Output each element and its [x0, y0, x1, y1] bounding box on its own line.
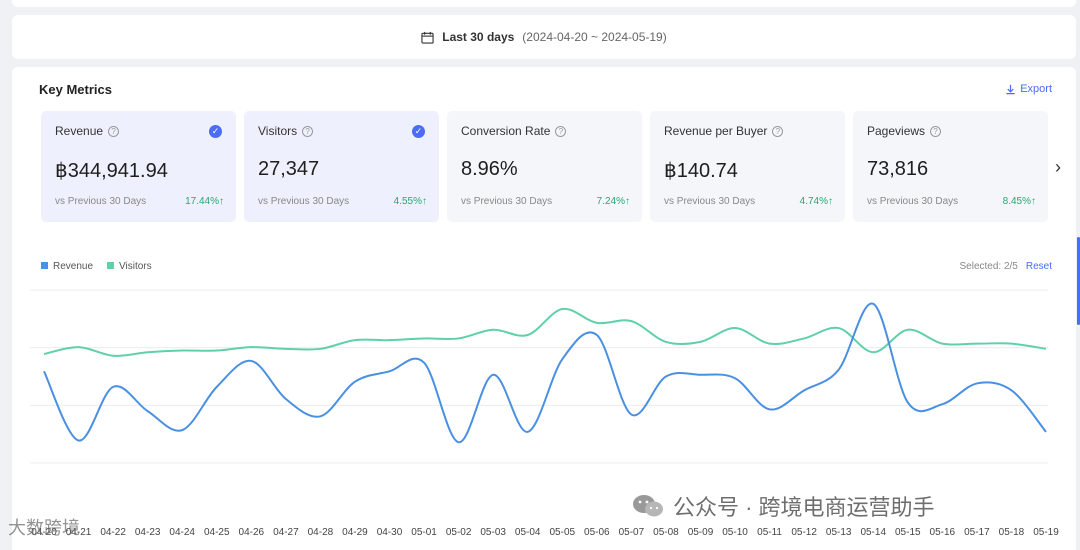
metric-name: Conversion Rate: [461, 124, 551, 138]
checked-icon[interactable]: ✓: [209, 125, 222, 138]
reset-button[interactable]: Reset: [1025, 261, 1052, 272]
metric-compare-label: vs Previous 30 Days: [55, 196, 147, 207]
legend-item-visitors[interactable]: Visitors: [107, 261, 152, 272]
metric-change: 4.55%↑: [393, 196, 427, 207]
metric-name: Revenue: [55, 124, 104, 138]
help-icon[interactable]: ?: [930, 125, 942, 137]
export-button[interactable]: Export: [1005, 83, 1052, 95]
chart-legend: Revenue Visitors: [41, 261, 152, 272]
selected-count: 2/5: [1003, 261, 1018, 272]
metric-name: Pageviews: [867, 124, 926, 138]
key-metrics-panel: Key Metrics Export Revenue? ✓ ฿344,941.9…: [12, 67, 1076, 550]
metric-change: 4.74%↑: [799, 196, 833, 207]
help-icon[interactable]: ?: [302, 125, 314, 137]
metric-value: 27,347: [258, 158, 320, 180]
metric-card-visitors[interactable]: Visitors? ✓ 27,347 vs Previous 30 Days 4…: [244, 111, 439, 222]
metric-compare-label: vs Previous 30 Days: [258, 196, 350, 207]
metric-compare-label: vs Previous 30 Days: [867, 196, 959, 207]
date-range-label: Last 30 days: [442, 30, 515, 44]
legend-label: Revenue: [53, 261, 94, 272]
metric-value: ฿344,941.94: [55, 160, 168, 182]
chevron-right-icon[interactable]: ›: [1055, 157, 1061, 177]
metric-change: 17.44%↑: [185, 196, 224, 207]
calendar-icon: [421, 31, 434, 44]
metric-card-conversion-rate[interactable]: Conversion Rate? 8.96% vs Previous 30 Da…: [447, 111, 642, 222]
metric-card-revenue-per-buyer[interactable]: Revenue per Buyer? ฿140.74 vs Previous 3…: [650, 111, 845, 222]
help-icon[interactable]: ?: [555, 125, 567, 137]
metric-value: 73,816: [867, 158, 929, 180]
metric-value: ฿140.74: [664, 160, 738, 182]
export-label: Export: [1020, 83, 1052, 95]
download-icon: [1006, 84, 1015, 94]
selection-status: Selected: 2/5 Reset: [959, 261, 1052, 272]
metric-card-pageviews[interactable]: Pageviews? 73,816 vs Previous 30 Days 8.…: [853, 111, 1048, 222]
metric-name: Revenue per Buyer: [664, 124, 768, 138]
metric-cards: Revenue? ✓ ฿344,941.94 vs Previous 30 Da…: [41, 111, 1048, 222]
metric-change: 7.24%↑: [596, 196, 630, 207]
help-icon[interactable]: ?: [772, 125, 784, 137]
watermark: 公众号 · 跨境电商运营助手: [631, 490, 935, 522]
checked-icon[interactable]: ✓: [412, 125, 425, 138]
selected-label: Selected:: [959, 261, 1002, 272]
watermark-text: 公众号 · 跨境电商运营助手: [673, 495, 935, 520]
metric-value: 8.96%: [461, 158, 518, 180]
top-section-edge: [12, 0, 1076, 7]
date-range-selector[interactable]: Last 30 days (2024-04-20 ~ 2024-05-19): [12, 15, 1076, 59]
metric-name: Visitors: [258, 124, 298, 138]
scrollbar-thumb[interactable]: [1077, 237, 1080, 325]
metric-change: 8.45%↑: [1002, 196, 1036, 207]
panel-title: Key Metrics: [39, 82, 112, 97]
metric-card-revenue[interactable]: Revenue? ✓ ฿344,941.94 vs Previous 30 Da…: [41, 111, 236, 222]
watermark-secondary: 大数跨境: [8, 518, 80, 538]
date-range-value: (2024-04-20 ~ 2024-05-19): [522, 30, 667, 44]
wechat-logo-icon: [633, 495, 663, 517]
legend-swatch: [41, 262, 48, 269]
legend-label: Visitors: [119, 261, 152, 272]
legend-swatch: [107, 262, 115, 269]
legend-item-revenue[interactable]: Revenue: [41, 261, 93, 272]
metric-compare-label: vs Previous 30 Days: [461, 196, 553, 207]
metric-compare-label: vs Previous 30 Days: [664, 196, 756, 207]
help-icon[interactable]: ?: [108, 125, 120, 137]
